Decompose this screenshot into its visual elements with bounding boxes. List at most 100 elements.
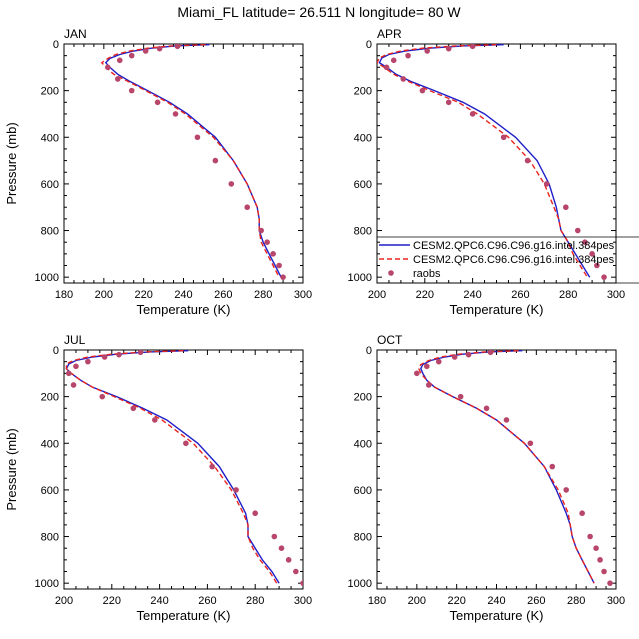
series-group: [65, 350, 303, 586]
raobs-point: [601, 568, 607, 575]
y-tick-label: 600: [354, 179, 372, 191]
raobs-point: [390, 57, 397, 64]
x-tick-label: 200: [55, 595, 73, 607]
raobs-point: [233, 487, 239, 493]
raobs-point: [142, 48, 149, 54]
x-tick-label: 260: [214, 289, 232, 301]
legend-label: CESM2.QPC6.C96.C96.g16.intel.384pes: [413, 240, 615, 252]
x-tick-label: 220: [134, 289, 152, 301]
raobs-point: [414, 370, 420, 377]
x-tick-label: 280: [254, 289, 272, 301]
y-tick-label: 1000: [348, 578, 372, 590]
raobs-point: [601, 274, 607, 280]
raobs-point: [435, 358, 442, 365]
raobs-point: [425, 382, 432, 388]
y-tick-label: 800: [41, 532, 59, 544]
raobs-point: [73, 363, 79, 370]
raobs-point: [228, 181, 235, 187]
x-tick-label: 240: [487, 595, 505, 607]
y-tick-label: 1000: [35, 272, 59, 284]
raobs-point: [503, 417, 510, 423]
x-tick-label: 280: [567, 595, 585, 607]
model-line-solid: [420, 350, 595, 584]
raobs-point: [137, 350, 144, 356]
y-tick-label: 400: [354, 132, 372, 144]
model-line-dashed: [418, 350, 595, 584]
raobs-point: [270, 251, 276, 257]
raobs-point: [582, 239, 588, 245]
legend-label: CESM2.QPC6.C96.C96.g16.intel.384pes: [413, 254, 615, 266]
y-tick-label: 200: [354, 392, 372, 404]
y-tick-label: 600: [41, 179, 59, 191]
raobs-point: [607, 580, 613, 586]
x-tick-label: 300: [294, 595, 312, 607]
series-group: [414, 350, 613, 586]
raobs-point: [487, 350, 494, 356]
raobs-point: [400, 76, 407, 82]
raobs-point: [212, 157, 219, 164]
raobs-point: [156, 45, 163, 52]
raobs-point: [128, 52, 135, 59]
y-tick-label: 200: [41, 392, 59, 404]
x-tick-label: 300: [607, 289, 625, 301]
raobs-point: [194, 134, 201, 141]
raobs-point: [383, 64, 390, 71]
y-tick-label: 0: [366, 39, 372, 51]
x-tick-label: 240: [463, 289, 481, 301]
raobs-point: [483, 405, 490, 412]
x-tick-label: 220: [103, 595, 121, 607]
raobs-point: [543, 181, 550, 187]
y-tick-label: 800: [354, 532, 372, 544]
y-tick-label: 200: [41, 86, 59, 98]
x-tick-label: 200: [95, 289, 113, 301]
raobs-point: [116, 57, 123, 64]
raobs-point: [271, 533, 278, 540]
x-axis-label: Temperature (K): [450, 302, 544, 317]
x-tick-label: 260: [198, 595, 216, 607]
raobs-point: [405, 52, 411, 59]
y-tick-label: 800: [354, 226, 372, 238]
x-axis-label: Temperature (K): [137, 608, 231, 623]
x-tick-label: 260: [527, 595, 545, 607]
raobs-point: [280, 274, 286, 280]
raobs-point: [445, 99, 452, 106]
y-tick-label: 0: [53, 39, 59, 51]
raobs-point: [114, 76, 121, 82]
model-line-dashed: [65, 350, 278, 584]
raobs-point: [579, 510, 585, 517]
x-tick-label: 220: [447, 595, 465, 607]
y-tick-label: 600: [354, 485, 372, 497]
y-tick-label: 200: [354, 86, 372, 98]
x-tick-label: 280: [559, 289, 577, 301]
raobs-point: [85, 358, 91, 365]
raobs-point: [587, 533, 593, 540]
panel-oct: 180 200 220 240 260 280 300 0 200 400 600 800 1000 Te…: [348, 333, 626, 623]
raobs-point: [264, 239, 270, 245]
raobs-point: [527, 440, 534, 447]
x-tick-label: 300: [294, 289, 312, 301]
raobs-point: [419, 87, 426, 94]
raobs-point: [99, 393, 106, 400]
figure-title: Miami_FL latitude= 26.511 N longitude= 8…: [177, 4, 461, 20]
raobs-point: [105, 64, 111, 71]
raobs-point: [500, 134, 507, 141]
raobs-point: [423, 363, 430, 370]
x-tick-label: 180: [55, 289, 73, 301]
panel-title: APR: [377, 27, 402, 41]
y-tick-label: 800: [41, 226, 59, 238]
panels: 180 200 220 240 260 280 300 0 200 400 600 800 1000 Te…: [4, 27, 639, 623]
raobs-point: [300, 580, 303, 586]
raobs-point: [469, 44, 476, 50]
raobs-point: [174, 44, 181, 50]
raobs-point: [172, 111, 179, 117]
model-line-dashed: [100, 44, 280, 278]
plot-frame: [63, 43, 304, 284]
x-tick-label: 200: [408, 595, 426, 607]
raobs-point: [285, 557, 292, 563]
raobs-point: [116, 351, 122, 358]
raobs-point: [597, 557, 603, 563]
legend-marker-raobs: [388, 270, 394, 276]
raobs-point: [258, 227, 264, 234]
panel-jan: 180 200 220 240 260 280 300 0 200 400 600 800 1000 Te…: [4, 27, 312, 317]
